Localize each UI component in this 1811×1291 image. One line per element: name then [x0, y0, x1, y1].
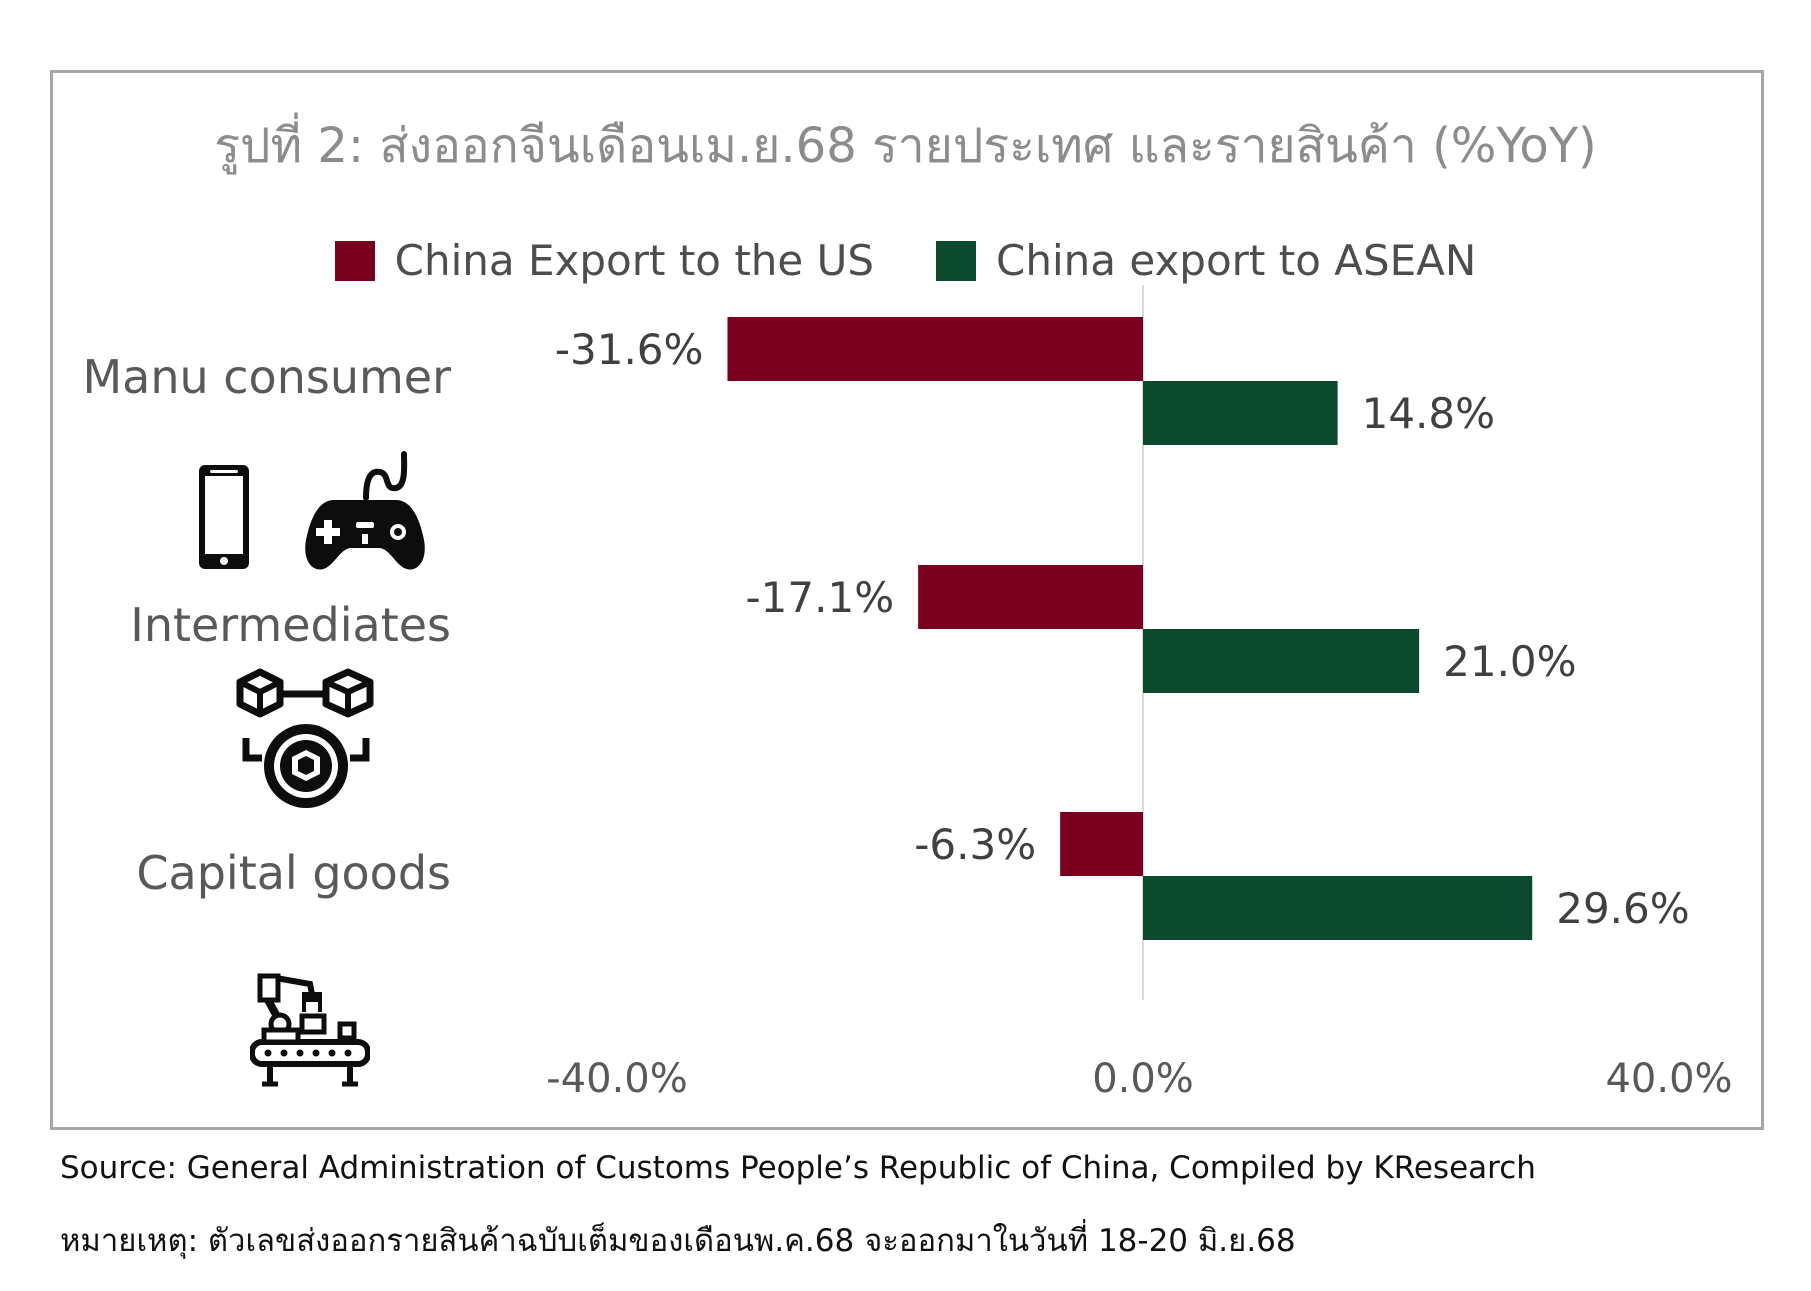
chart-title: รูปที่ 2: ส่งออกจีนเดือนเม.ย.68 รายประเท… [214, 118, 1597, 174]
category-label-manu-consumer: Manu consumer [82, 350, 451, 404]
remark-note: หมายเหตุ: ตัวเลขส่งออกรายสินค้าฉบับเต็มข… [60, 1223, 1296, 1259]
category-label-intermediates: Intermediates [130, 598, 451, 652]
legend-item-asean: China export to ASEAN [936, 236, 1476, 285]
data-label-us-1: -31.6% [555, 325, 704, 374]
bar-us-1 [727, 317, 1143, 381]
smartphone-icon [199, 465, 249, 569]
data-label-us-2: -17.1% [746, 573, 895, 622]
legend-label-asean: China export to ASEAN [996, 236, 1477, 285]
legend-label-us: China Export to the US [394, 236, 875, 285]
data-label-asean-3: 29.6% [1556, 884, 1689, 933]
data-label-asean-1: 14.8% [1362, 389, 1495, 438]
legend-swatch-asean [936, 240, 977, 281]
legend: China Export to the US China export to A… [0, 236, 1811, 285]
data-label-us-3: -6.3% [914, 820, 1036, 869]
bar-us-2 [918, 565, 1143, 629]
data-label-asean-2: 21.0% [1443, 637, 1576, 686]
intermediate-goods-icon [236, 668, 374, 808]
legend-swatch-us [334, 240, 375, 281]
x-tick-label-2: 0.0% [1092, 1056, 1194, 1102]
bar-asean-1 [1143, 381, 1338, 445]
legend-item-us: China Export to the US [334, 236, 875, 285]
x-tick-label-1: -40.0% [546, 1056, 688, 1102]
chart-frame [50, 70, 1764, 1130]
source-note: Source: General Administration of Custom… [60, 1150, 1536, 1186]
x-tick-label-3: 40.0% [1605, 1056, 1732, 1102]
gamepad-icon [305, 451, 425, 570]
robot-arm-conveyor-icon [250, 973, 370, 1087]
bar-us-3 [1060, 812, 1143, 876]
category-label-capital-goods: Capital goods [136, 846, 451, 900]
bar-asean-2 [1143, 629, 1420, 693]
bar-asean-3 [1143, 876, 1533, 940]
